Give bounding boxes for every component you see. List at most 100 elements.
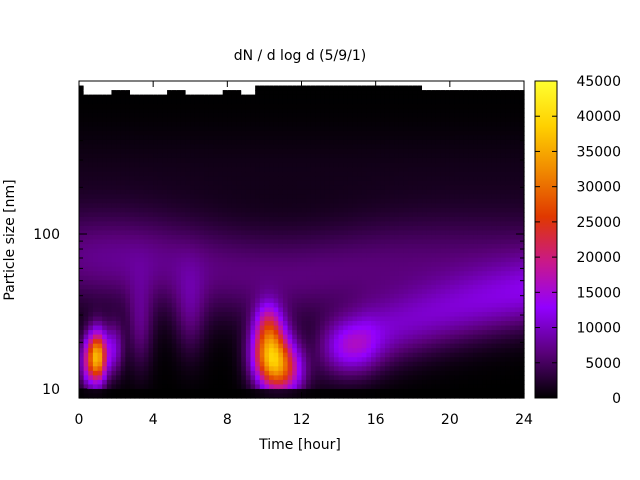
- heatmap-cell: [139, 293, 145, 299]
- heatmap-cell: [245, 366, 252, 372]
- heatmap-cell: [269, 117, 275, 123]
- heatmap-cell: [403, 135, 409, 141]
- heatmap-cell: [129, 339, 136, 345]
- heatmap-cell: [236, 157, 242, 164]
- heatmap-cell: [343, 216, 349, 222]
- heatmap-cell: [157, 311, 164, 318]
- heatmap-cell: [227, 262, 233, 268]
- heatmap-cell: [245, 189, 252, 195]
- heatmap-cell: [306, 108, 312, 114]
- heatmap-cell: [185, 311, 191, 318]
- heatmap-cell: [398, 348, 405, 354]
- heatmap-cell: [213, 203, 219, 209]
- heatmap-cell: [129, 375, 136, 381]
- heatmap-cell: [180, 334, 187, 340]
- heatmap-cell: [129, 284, 136, 290]
- heatmap-cell: [231, 293, 238, 299]
- heatmap-cell: [134, 257, 140, 263]
- heatmap-cell: [408, 81, 414, 87]
- heatmap-cell: [83, 275, 89, 281]
- heatmap-cell: [273, 239, 279, 245]
- heatmap-cell: [357, 321, 363, 327]
- heatmap-cell: [371, 176, 377, 182]
- heatmap-cell: [241, 366, 247, 372]
- heatmap-cell: [375, 139, 381, 145]
- heatmap-cell: [352, 375, 358, 381]
- heatmap-cell: [92, 293, 99, 299]
- heatmap-cell: [148, 167, 154, 173]
- heatmap-cell: [83, 103, 89, 109]
- heatmap-cell: [134, 234, 140, 241]
- heatmap-cell: [287, 185, 293, 191]
- heatmap-cell: [97, 388, 103, 395]
- heatmap-cell: [324, 144, 330, 150]
- heatmap-cell: [213, 384, 219, 390]
- heatmap-cell: [384, 280, 391, 286]
- heatmap-cell: [204, 262, 210, 268]
- heatmap-cell: [213, 321, 219, 327]
- heatmap-cell: [394, 275, 400, 281]
- heatmap-cell: [282, 239, 289, 245]
- heatmap-cell: [231, 121, 238, 127]
- heatmap-cell: [366, 176, 372, 182]
- heatmap-cell: [204, 180, 210, 186]
- heatmap-cell: [329, 108, 335, 114]
- heatmap-cell: [218, 198, 224, 204]
- heatmap-cell: [120, 352, 126, 358]
- heatmap-cell: [236, 262, 242, 268]
- heatmap-cell: [208, 148, 215, 155]
- heatmap-cell: [227, 370, 233, 376]
- heatmap-cell: [162, 370, 168, 376]
- heatmap-cell: [185, 176, 191, 182]
- heatmap-cell: [222, 298, 228, 304]
- heatmap-cell: [111, 162, 117, 168]
- heatmap-cell: [296, 343, 303, 349]
- heatmap-cell: [403, 330, 409, 336]
- heatmap-cell: [394, 90, 400, 96]
- heatmap-cell: [301, 121, 307, 127]
- heatmap-cell: [227, 244, 233, 250]
- heatmap-cell: [190, 321, 196, 327]
- heatmap-cell: [301, 85, 307, 91]
- heatmap-cell: [97, 103, 103, 109]
- heatmap-cell: [403, 108, 409, 114]
- heatmap-cell: [366, 94, 372, 100]
- heatmap-cell: [134, 216, 140, 222]
- heatmap-cell: [106, 85, 113, 91]
- heatmap-cell: [338, 334, 344, 340]
- heatmap-cell: [102, 239, 108, 245]
- heatmap-cell: [185, 85, 191, 91]
- heatmap-cell: [282, 135, 289, 141]
- heatmap-cell: [92, 90, 99, 96]
- heatmap-cell: [255, 334, 261, 340]
- heatmap-cell: [116, 352, 122, 358]
- heatmap-cell: [176, 189, 182, 195]
- heatmap-cell: [153, 280, 159, 286]
- heatmap-cell: [273, 144, 279, 150]
- heatmap-cell: [194, 85, 201, 91]
- heatmap-cell: [292, 94, 298, 100]
- heatmap-cell: [384, 379, 391, 386]
- heatmap-cell: [185, 189, 191, 195]
- heatmap-cell: [199, 189, 205, 195]
- heatmap-cell: [315, 180, 321, 186]
- heatmap-cell: [250, 126, 256, 132]
- heatmap-cell: [185, 253, 191, 259]
- heatmap-cell: [282, 130, 289, 136]
- heatmap-cell: [79, 225, 85, 232]
- heatmap-cell: [343, 361, 349, 367]
- heatmap-cell: [97, 148, 103, 155]
- heatmap-cell: [171, 81, 177, 87]
- heatmap-cell: [384, 244, 391, 250]
- heatmap-cell: [185, 379, 191, 386]
- heatmap-cell: [347, 388, 354, 395]
- heatmap-cell: [97, 280, 103, 286]
- heatmap-cell: [408, 189, 414, 195]
- heatmap-cell: [171, 230, 177, 236]
- heatmap-cell: [241, 126, 247, 132]
- heatmap-cell: [329, 253, 335, 259]
- heatmap-cell: [301, 257, 307, 263]
- heatmap-cell: [259, 225, 266, 232]
- heatmap-cell: [111, 253, 117, 259]
- heatmap-cell: [371, 180, 377, 186]
